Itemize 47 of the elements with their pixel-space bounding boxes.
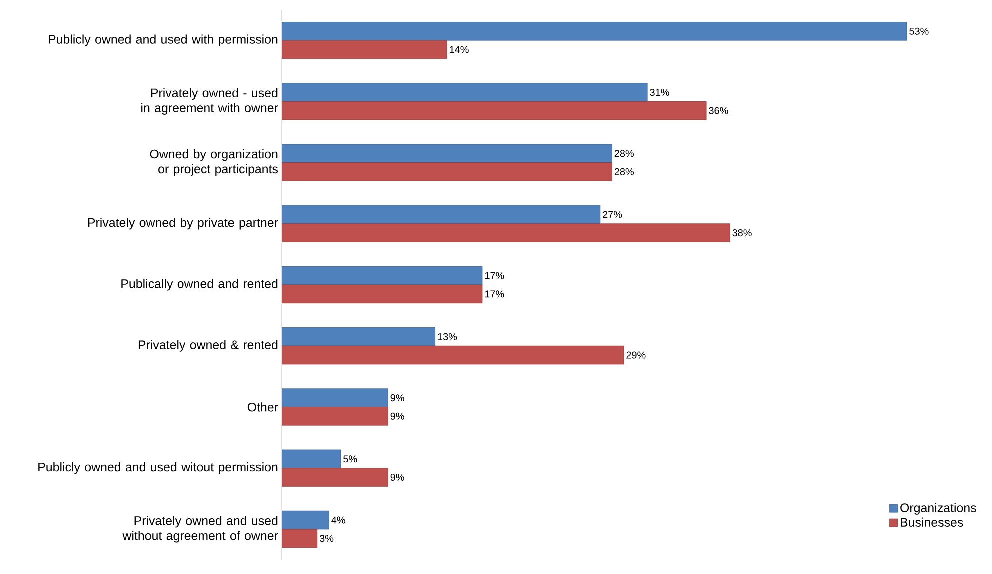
data-label: 28% [614, 150, 634, 158]
bar [282, 328, 436, 346]
data-label: 53% [910, 28, 929, 35]
data-label: 14% [450, 46, 469, 54]
data-label: 17% [485, 272, 504, 280]
legend-label: Organizations [900, 503, 976, 515]
bar [282, 450, 342, 469]
data-label: 5% [344, 456, 358, 463]
bar [282, 266, 483, 286]
data-label: 27% [603, 211, 622, 218]
bar [282, 510, 330, 530]
y-tick-label: Other [248, 402, 278, 412]
bar [282, 162, 612, 182]
y-tick-label: Privately owned by private partner [88, 218, 278, 230]
bar [282, 83, 648, 102]
bar [282, 224, 730, 242]
data-label: 9% [390, 474, 404, 482]
data-label: 36% [709, 107, 728, 114]
bar [282, 144, 612, 163]
y-tick-label: Privately owned - used in agreement with owner [142, 88, 278, 115]
y-tick-label: Publicly owned and used witout permission [38, 462, 278, 474]
y-tick-label: Owned by organization or project participants [150, 150, 278, 176]
data-label: 4% [332, 516, 346, 524]
data-label: 29% [626, 352, 646, 359]
bar [282, 22, 908, 41]
data-label: 31% [650, 88, 670, 96]
bar [282, 284, 483, 304]
bar [282, 346, 624, 365]
data-label: 9% [390, 412, 404, 420]
data-label: 17% [485, 290, 504, 298]
y-tick-label: Publically owned and rented [122, 279, 278, 291]
bar [282, 529, 318, 548]
data-label: 3% [320, 535, 334, 542]
y-tick-label: Privately owned & rented [138, 340, 278, 352]
data-label: 13% [438, 333, 458, 340]
data-label: 9% [390, 394, 404, 402]
data-label: 38% [732, 230, 752, 237]
bar [282, 388, 388, 408]
data-label: 28% [614, 168, 634, 176]
y-tick-label: Publicly owned and used with permission [48, 34, 278, 46]
bar [282, 407, 388, 426]
bar [282, 40, 448, 60]
bar [282, 101, 707, 120]
bar [282, 205, 601, 224]
y-tick-label: Privately owned and used without agreement of owner [122, 516, 278, 543]
bar [282, 468, 388, 487]
legend-label: Businesses [901, 518, 964, 527]
